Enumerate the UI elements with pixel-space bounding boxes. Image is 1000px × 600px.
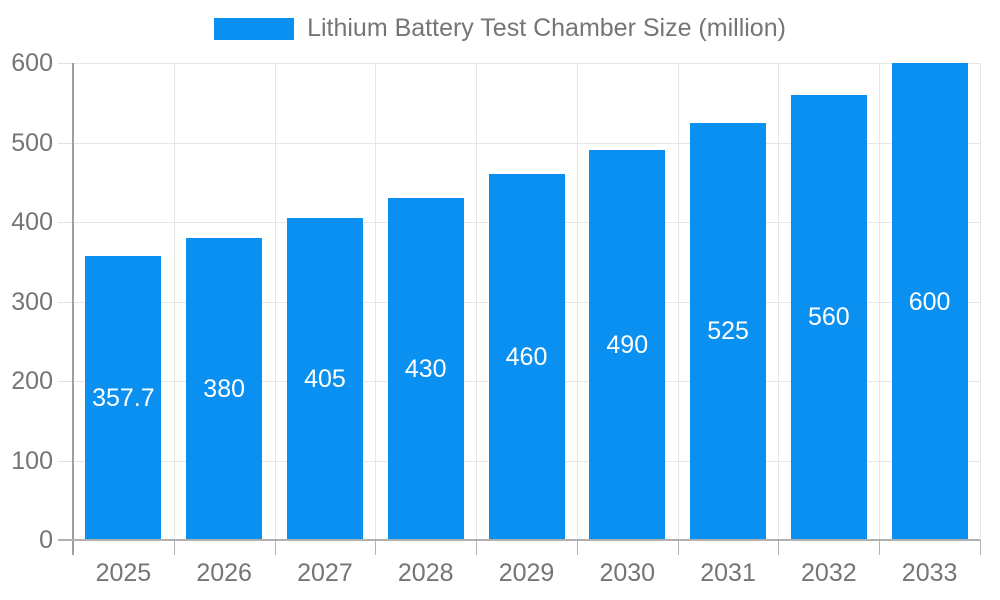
y-tick: [58, 63, 73, 64]
bar-2032[interactable]: [790, 94, 867, 540]
bar-2028[interactable]: [387, 198, 464, 540]
y-tick: [58, 381, 73, 382]
v-gridline: [576, 63, 578, 540]
bar-2029[interactable]: [488, 174, 565, 540]
x-axis-label: 2030: [599, 559, 656, 587]
bar-value-label: 430: [404, 355, 447, 384]
bar-value-label: 357.7: [92, 383, 155, 412]
x-axis-label: 2028: [397, 559, 454, 587]
bar-2030[interactable]: [589, 150, 666, 540]
bar-value-label: 600: [908, 287, 951, 316]
h-gridline: [73, 63, 980, 64]
x-tick: [980, 540, 981, 555]
x-axis-label: 2029: [498, 559, 555, 587]
y-axis-label: 400: [11, 208, 53, 236]
v-gridline: [980, 63, 981, 540]
v-gridline: [375, 63, 377, 540]
y-axis-label: 300: [11, 287, 53, 316]
y-axis-label: 200: [11, 367, 53, 395]
x-axis-line: [58, 539, 980, 541]
bar-value-label: 560: [807, 303, 850, 332]
v-gridline: [274, 63, 276, 540]
x-tick: [879, 540, 881, 555]
v-gridline: [778, 63, 780, 540]
legend-label: Lithium Battery Test Chamber Size (milli…: [307, 14, 786, 42]
v-gridline: [677, 63, 679, 540]
y-tick: [58, 301, 73, 303]
x-axis-label: 2031: [700, 559, 756, 587]
y-tick: [58, 142, 73, 144]
bar-value-label: 490: [606, 331, 649, 360]
y-axis-line: [72, 63, 74, 555]
bar-2031[interactable]: [690, 122, 767, 540]
y-axis-label: 0: [39, 526, 53, 554]
y-axis-label: 100: [11, 446, 53, 475]
x-tick: [476, 540, 478, 555]
h-gridline: [73, 142, 980, 144]
x-tick: [274, 540, 276, 555]
x-axis-label: 2027: [297, 559, 353, 587]
bar-value-label: 525: [707, 317, 749, 346]
legend-swatch-icon: [214, 17, 295, 40]
bar-2027[interactable]: [286, 218, 363, 540]
v-gridline: [173, 63, 175, 540]
v-gridline: [476, 63, 478, 540]
y-axis-label: 500: [11, 128, 53, 157]
x-tick: [173, 540, 175, 555]
legend-item[interactable]: Lithium Battery Test Chamber Size (milli…: [214, 14, 786, 43]
y-axis-label: 600: [11, 49, 53, 77]
x-tick: [375, 540, 377, 555]
x-axis-label: 2032: [801, 559, 857, 587]
chart-legend: Lithium Battery Test Chamber Size (milli…: [0, 14, 1000, 43]
x-tick: [778, 540, 780, 555]
x-tick: [576, 540, 578, 555]
x-axis-label: 2033: [901, 559, 958, 587]
y-tick: [58, 222, 73, 223]
x-tick: [677, 540, 679, 555]
bar-value-label: 380: [203, 374, 246, 403]
bar-value-label: 460: [505, 343, 548, 372]
bar-2026[interactable]: [186, 237, 263, 540]
bar-value-label: 405: [304, 365, 346, 393]
bar-2025[interactable]: [85, 255, 162, 540]
bar-2033[interactable]: [891, 63, 968, 540]
v-gridline: [879, 63, 881, 540]
x-axis-label: 2025: [95, 559, 152, 587]
x-axis-label: 2026: [196, 559, 252, 587]
y-tick: [58, 460, 73, 462]
